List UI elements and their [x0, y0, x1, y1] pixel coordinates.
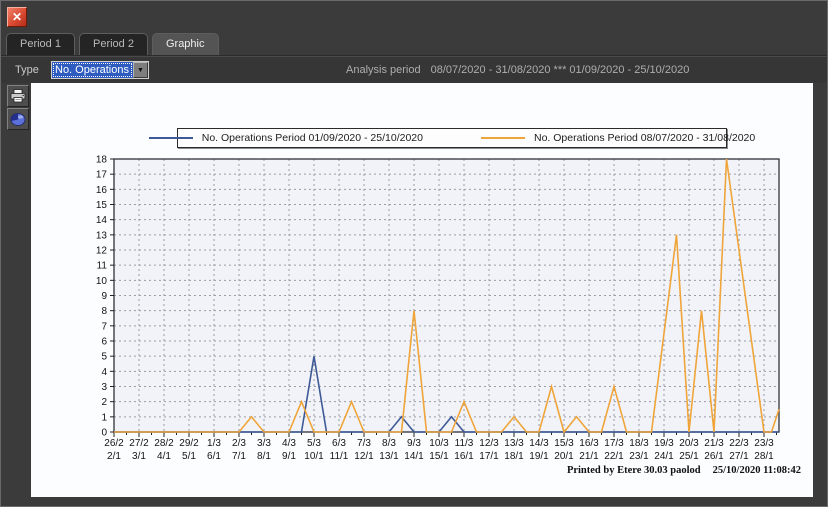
legend-item: No. Operations Period 01/09/2020 - 25/10… [148, 132, 423, 144]
close-icon: ✕ [11, 10, 23, 24]
printer-icon [10, 89, 26, 103]
legend-label: No. Operations Period 01/09/2020 - 25/10… [201, 132, 423, 144]
chart-type-button[interactable] [7, 108, 29, 130]
pie-chart-icon [10, 113, 26, 126]
print-timestamp: 25/10/2020 11:08:42 [712, 465, 801, 476]
type-select[interactable]: No. Operations ▼ [51, 61, 149, 79]
legend-line-sample-period1 [481, 137, 525, 139]
type-label: Type [15, 64, 39, 76]
analysis-period-label: Analysis period [346, 64, 421, 76]
tab-divider [1, 55, 827, 56]
toolbar: Type No. Operations ▼ Analysis period 08… [1, 56, 827, 83]
tab-period-2[interactable]: Period 2 [78, 33, 148, 55]
chart-legend: No. Operations Period 01/09/2020 - 25/10… [148, 128, 755, 148]
legend-item: No. Operations Period 08/07/2020 - 31/08… [481, 132, 755, 144]
printed-by-text: Printed by Etere 30.03 paolod [566, 465, 701, 476]
type-select-value: No. Operations [52, 62, 133, 78]
type-select-arrow-button[interactable]: ▼ [133, 62, 148, 78]
legend-label: No. Operations Period 08/07/2020 - 31/08… [534, 132, 756, 144]
tab-period-1[interactable]: Period 1 [6, 33, 75, 55]
side-toolbar [7, 85, 29, 130]
close-button[interactable]: ✕ [7, 7, 27, 27]
print-button[interactable] [7, 85, 29, 107]
legend-line-sample-period2 [148, 137, 193, 139]
tab-graphic[interactable]: Graphic [151, 33, 219, 55]
analysis-period: Analysis period 08/07/2020 - 31/08/2020 … [346, 64, 689, 76]
chevron-down-icon: ▼ [137, 66, 144, 74]
chart-footer: Printed by Etere 30.03 paolod 25/10/2020 … [381, 465, 801, 476]
tab-bar: Period 1 Period 2 Graphic [6, 33, 219, 55]
analysis-period-value: 08/07/2020 - 31/08/2020 *** 01/09/2020 -… [430, 64, 690, 76]
